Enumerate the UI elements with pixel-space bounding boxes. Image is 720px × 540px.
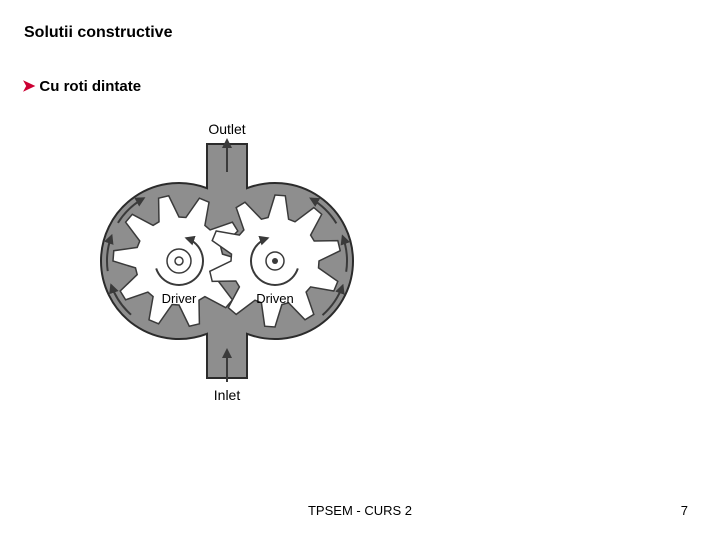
page-title: Solutii constructive (24, 24, 172, 42)
page-number: 7 (681, 503, 688, 518)
svg-text:Driven: Driven (256, 291, 294, 306)
bullet-label: Cu roti dintate (39, 78, 141, 95)
footer-center-text: TPSEM - CURS 2 (0, 503, 720, 518)
gear-pump-diagram: Outlet Inlet Driver Driven (66, 100, 388, 422)
chevron-right-icon: ➤ (22, 76, 35, 96)
svg-text:Outlet: Outlet (208, 121, 245, 137)
svg-text:Inlet: Inlet (214, 387, 241, 403)
svg-text:Driver: Driver (162, 291, 197, 306)
bullet-item: ➤ Cu roti dintate (22, 76, 141, 96)
